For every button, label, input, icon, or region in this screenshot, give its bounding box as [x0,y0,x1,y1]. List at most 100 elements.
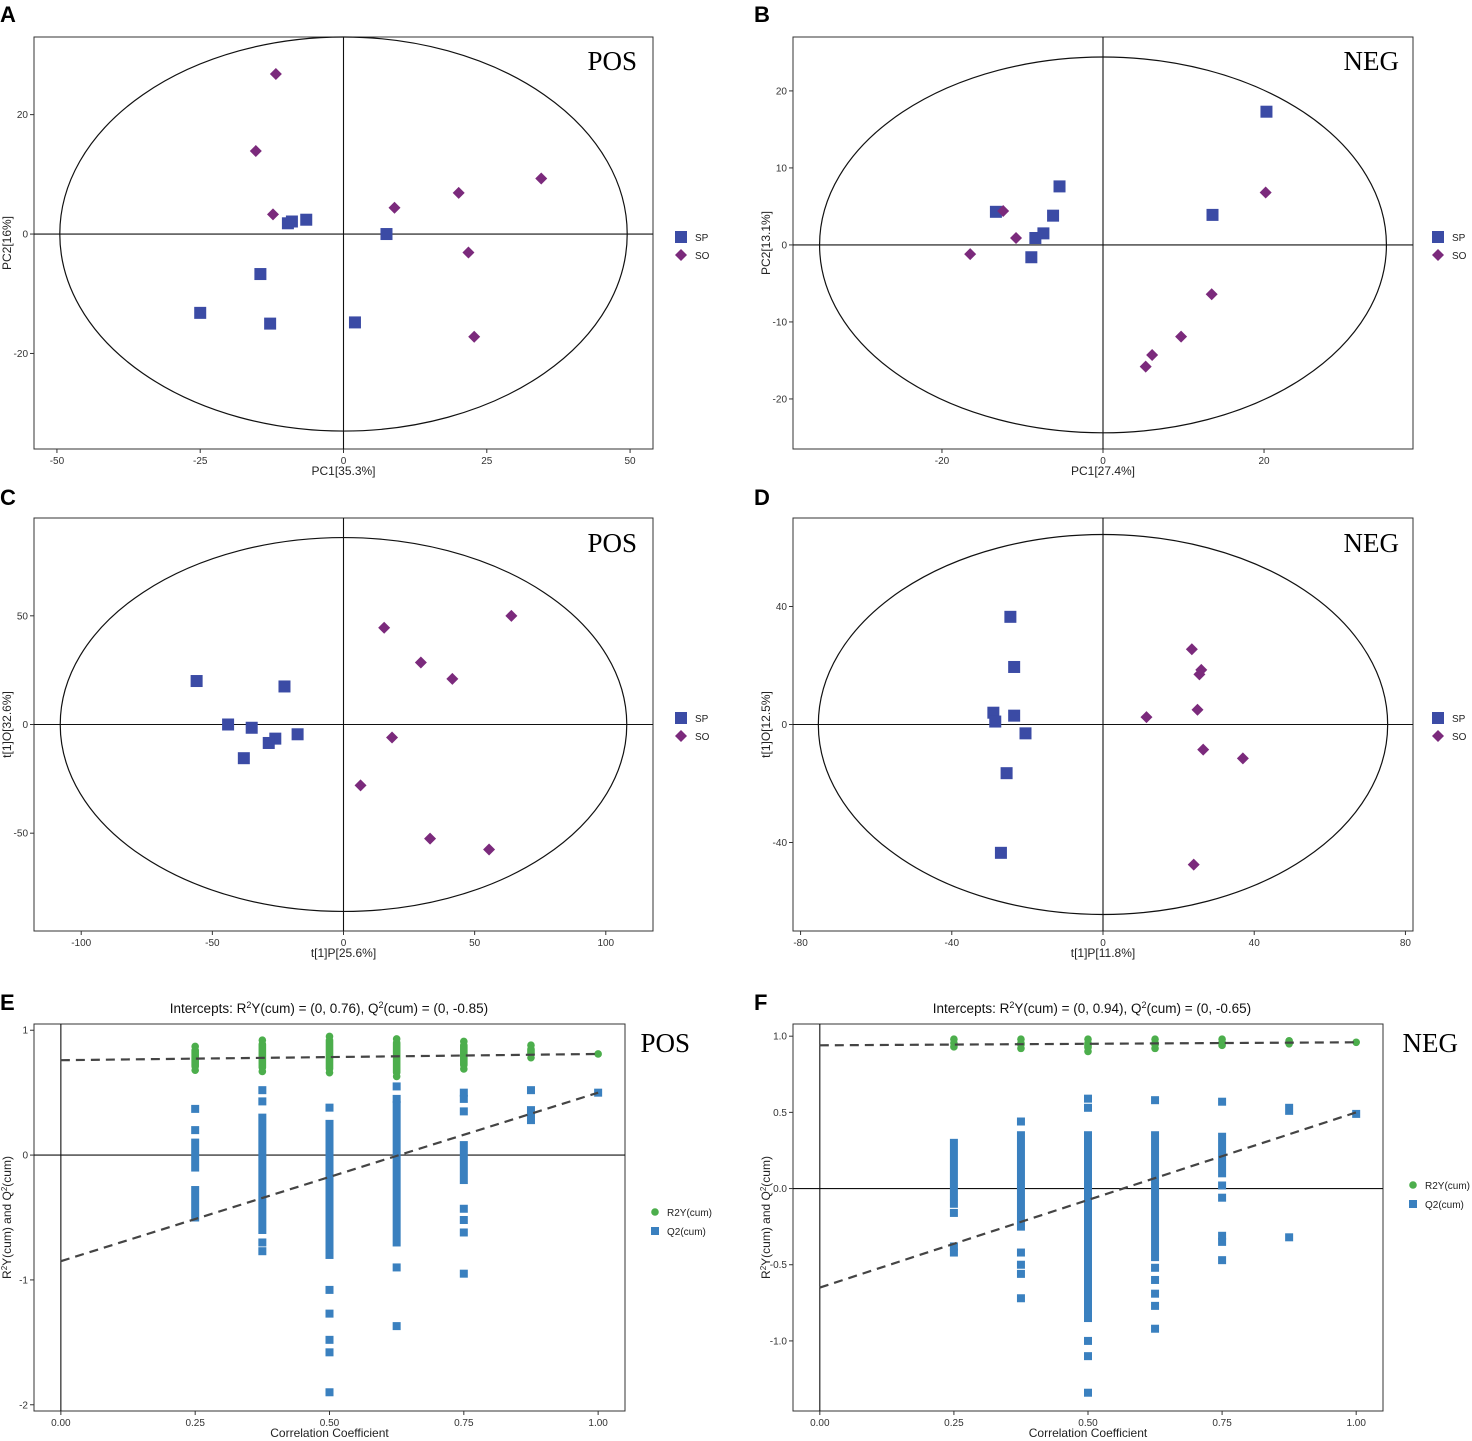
x-axis-title: PC1[35.3%] [311,464,375,478]
q2-point [1352,1109,1361,1118]
point-SP [262,736,275,749]
r2y-point [594,1050,602,1058]
confidence-ellipse [817,533,1389,916]
x-axis-title: Correlation Coefficient [270,1426,389,1440]
x-tick-label: -50 [205,938,220,949]
panel-A: A POS -50 -25 0 25 50 -20 0 20 PC1[35.3%] PC2[16%] S… [0,2,710,478]
point-SP [1047,209,1060,222]
q2-point [325,1348,334,1357]
legend-label: SP [1452,714,1466,725]
q2-point-cluster [392,1101,401,1247]
point-SP [1025,251,1038,264]
q2-point-cluster [1084,1131,1092,1307]
panel-E: E POS 0.00 0.25 0.50 0.75 1.00 -2 -1 0 1 Correlatio… [0,990,712,1440]
panel-C: C POS -100 -50 0 50 100 -50 0 50 t[1]P[25.6%] t[1]O… [0,485,710,960]
legend-label: R2Y(cum) [667,1208,712,1219]
r2y-point [392,1072,401,1081]
q2-point [392,1322,401,1331]
y-tick-label: -10 [773,317,788,328]
point-SO [1146,349,1159,362]
legend-key-SO [1432,730,1444,742]
point-SP [1206,208,1219,221]
x-tick-label: 0.25 [185,1418,205,1429]
r2y-point [527,1041,535,1050]
legend-key-SP [1432,712,1444,724]
r2y-point-cluster [460,1041,468,1069]
x-tick-label: 20 [1258,456,1270,467]
q2-point-cluster [191,1186,200,1222]
q2-point-cluster [1151,1131,1160,1262]
q2-point [1218,1181,1227,1190]
r2y-point [258,1067,267,1076]
point-SO [386,731,399,744]
q2-point [949,1208,958,1217]
q2-point [949,1199,958,1208]
point-SP [1008,709,1021,722]
r2y-point-cluster [392,1038,401,1077]
legend-key-SP [675,231,687,243]
legend-label: Q2(cum) [667,1227,706,1238]
y-tick-label: 0 [22,1151,28,1162]
point-SP [300,213,313,226]
y-tick-label: -40 [773,838,788,849]
point-SO [1140,711,1153,724]
q2-point [1218,1256,1227,1265]
legend-key-SO [675,249,687,261]
x-tick-label: 0 [341,456,347,467]
r2y-point [1017,1044,1025,1053]
y-tick-label: -1.0 [770,1336,788,1347]
q2-point [459,1107,468,1116]
q2-point [1218,1097,1227,1106]
q2-point-cluster [258,1113,267,1234]
q2-point [1016,1248,1025,1257]
q2-point [1151,1301,1160,1310]
y-tick-label: 0.0 [773,1184,787,1195]
point-SP [245,721,258,734]
point-SO [964,248,977,261]
point-SP [348,316,361,329]
q2-point [1084,1094,1092,1103]
point-SO [267,208,280,221]
point-SP [222,718,235,731]
x-axis-title: Correlation Coefficient [1029,1426,1148,1440]
q2-point [258,1086,267,1095]
r2y-point [191,1042,199,1051]
q2-point [258,1097,267,1106]
q2-point [1151,1263,1160,1272]
y-tick-label: 50 [17,611,29,622]
x-tick-label: -80 [793,938,808,949]
point-SO [483,843,496,856]
r2y-point [258,1036,267,1045]
q2-point-cluster [1016,1131,1025,1231]
panel-letter: D [754,485,770,510]
y-tick-label: -1 [19,1275,28,1286]
q2-point [1218,1193,1227,1202]
q2-point [949,1248,958,1257]
plot-title: Intercepts: R2Y(cum) = (0, 0.94), Q2(cum… [933,1000,1251,1016]
r2y-point [325,1068,334,1077]
y-tick-label: -20 [14,349,29,360]
q2-point-cluster [526,1106,535,1125]
panel-letter: E [0,990,15,1015]
q2-point [459,1094,468,1103]
r2y-point [460,1037,468,1046]
point-SP [1008,660,1021,673]
r2y-point [1151,1044,1159,1053]
r2y-point [325,1032,334,1041]
x-tick-label: 50 [469,938,481,949]
x-axis-title: PC1[27.4%] [1071,464,1135,478]
point-SP [1037,227,1050,240]
x-tick-label: 0.50 [1078,1418,1098,1429]
panel-letter: C [0,485,16,510]
point-SP [989,205,1002,218]
x-axis-title: t[1]P[25.6%] [311,946,376,960]
q2-point [526,1086,535,1095]
x-tick-label: -25 [193,456,208,467]
y-tick-label: 0 [781,240,787,251]
point-SO [1139,360,1152,373]
q2-point-cluster [325,1119,334,1259]
legend-key-r2y [651,1208,659,1216]
r2y-point [1218,1041,1226,1050]
legend-label: SP [695,233,709,244]
legend-label: SO [1452,251,1467,262]
